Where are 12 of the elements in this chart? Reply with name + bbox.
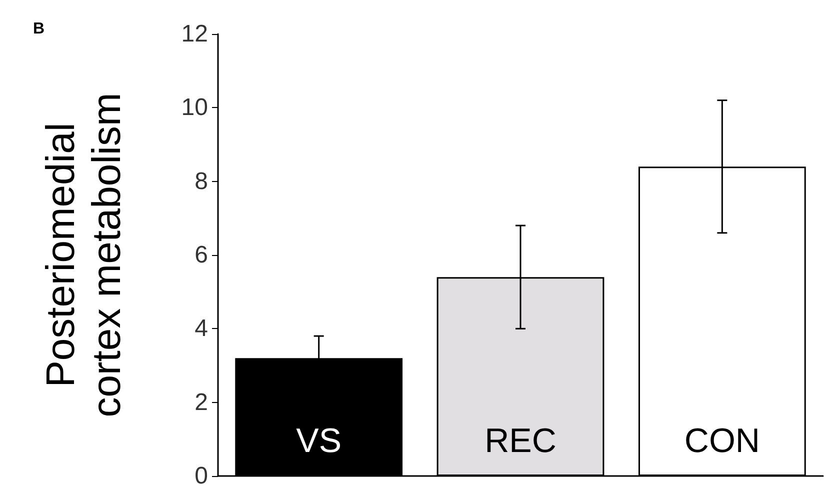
y-tick-label: 6 — [194, 242, 208, 268]
x-tick-label: VS — [296, 422, 342, 460]
y-tick-label: 8 — [194, 168, 208, 195]
y-tick-label: 10 — [181, 94, 208, 122]
y-tick-label: 2 — [194, 388, 208, 416]
x-tick-label: REC — [484, 422, 556, 460]
text: B — [33, 20, 45, 38]
y-tick-label: 12 — [181, 20, 208, 48]
x-tick-label: CON — [684, 422, 760, 460]
y-tick-label: 4 — [194, 315, 208, 342]
y-tick-label: 0 — [194, 462, 208, 490]
y-axis-title: Posteriomedial cortex metabolism — [39, 92, 129, 418]
